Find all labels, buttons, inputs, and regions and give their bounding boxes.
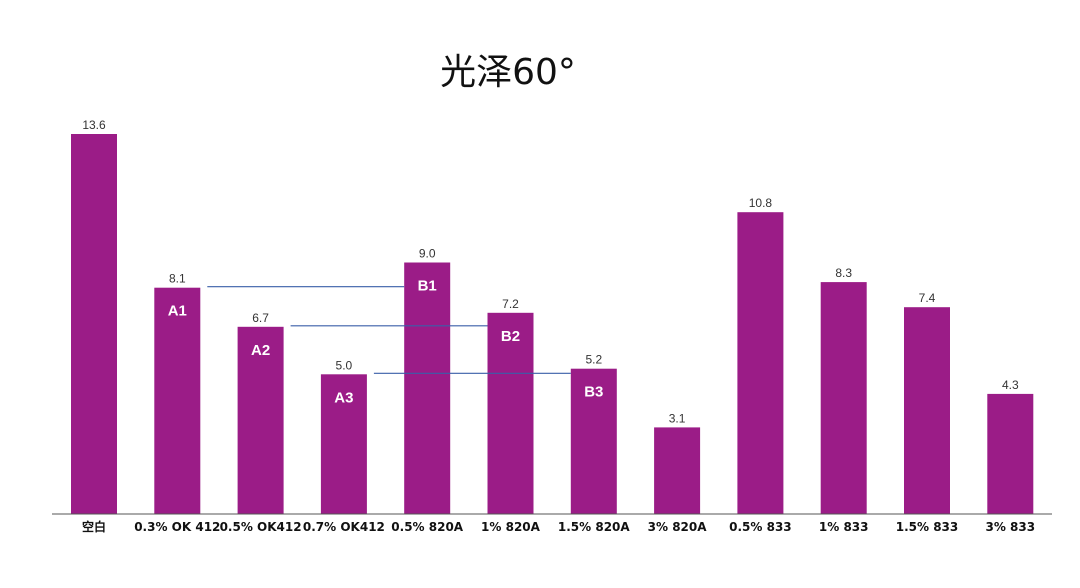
chart-title: 光泽60° <box>440 52 576 93</box>
bar <box>71 134 117 514</box>
bar-value-label: 7.4 <box>919 291 936 305</box>
x-tick-label: 1.5% 820A <box>558 520 631 534</box>
x-axis-tick-labels: 空白 0.3% OK 412 0.5% OK412 0.7% OK412 0.5% 82… <box>82 519 1035 534</box>
bar <box>154 288 200 514</box>
x-tick-label: 3% 833 <box>985 520 1035 534</box>
x-tick-label: 1% 820A <box>481 520 541 534</box>
annotations-layer: A1 A2 A3 B1 B2 B3 <box>168 278 604 407</box>
value-labels-layer: 13.6 8.1 6.7 5.0 9.0 7.2 5.2 3.1 10.8 8.3 7.4 4.3 <box>82 118 1019 425</box>
x-tick-label: 空白 <box>82 519 106 534</box>
bar-annotation: B2 <box>501 328 520 345</box>
x-tick-label: 1.5% 833 <box>896 520 959 534</box>
bar-annotation: A3 <box>334 389 353 406</box>
bar-value-label: 7.2 <box>502 297 519 311</box>
bar-annotation: B1 <box>418 278 437 295</box>
bar-value-label: 9.0 <box>419 247 436 261</box>
bar <box>404 263 450 515</box>
bar <box>821 282 867 514</box>
bar-value-label: 6.7 <box>252 311 269 325</box>
x-tick-label: 0.5% OK412 <box>220 520 302 534</box>
bars-layer <box>71 134 1033 514</box>
bar <box>654 427 700 514</box>
bar-value-label: 5.0 <box>336 358 353 372</box>
bar <box>987 394 1033 514</box>
x-tick-label: 0.5% 833 <box>729 520 792 534</box>
bar-annotation: A1 <box>168 303 187 320</box>
bar-annotation: A2 <box>251 342 270 359</box>
bar <box>904 307 950 514</box>
bar-value-label: 8.1 <box>169 272 186 286</box>
bar-annotation: B3 <box>584 384 603 401</box>
bar-value-label: 8.3 <box>835 266 852 280</box>
x-tick-label: 3% 820A <box>648 520 708 534</box>
x-tick-label: 0.7% OK412 <box>303 520 385 534</box>
x-tick-label: 0.3% OK 412 <box>134 520 220 534</box>
bar-value-label: 13.6 <box>82 118 106 132</box>
x-tick-label: 0.5% 820A <box>391 520 464 534</box>
bar <box>737 212 783 514</box>
bar-value-label: 10.8 <box>749 196 773 210</box>
bar-value-label: 3.1 <box>669 411 686 425</box>
x-tick-label: 1% 833 <box>819 520 869 534</box>
bar-value-label: 5.2 <box>585 353 602 367</box>
bar-value-label: 4.3 <box>1002 378 1019 392</box>
